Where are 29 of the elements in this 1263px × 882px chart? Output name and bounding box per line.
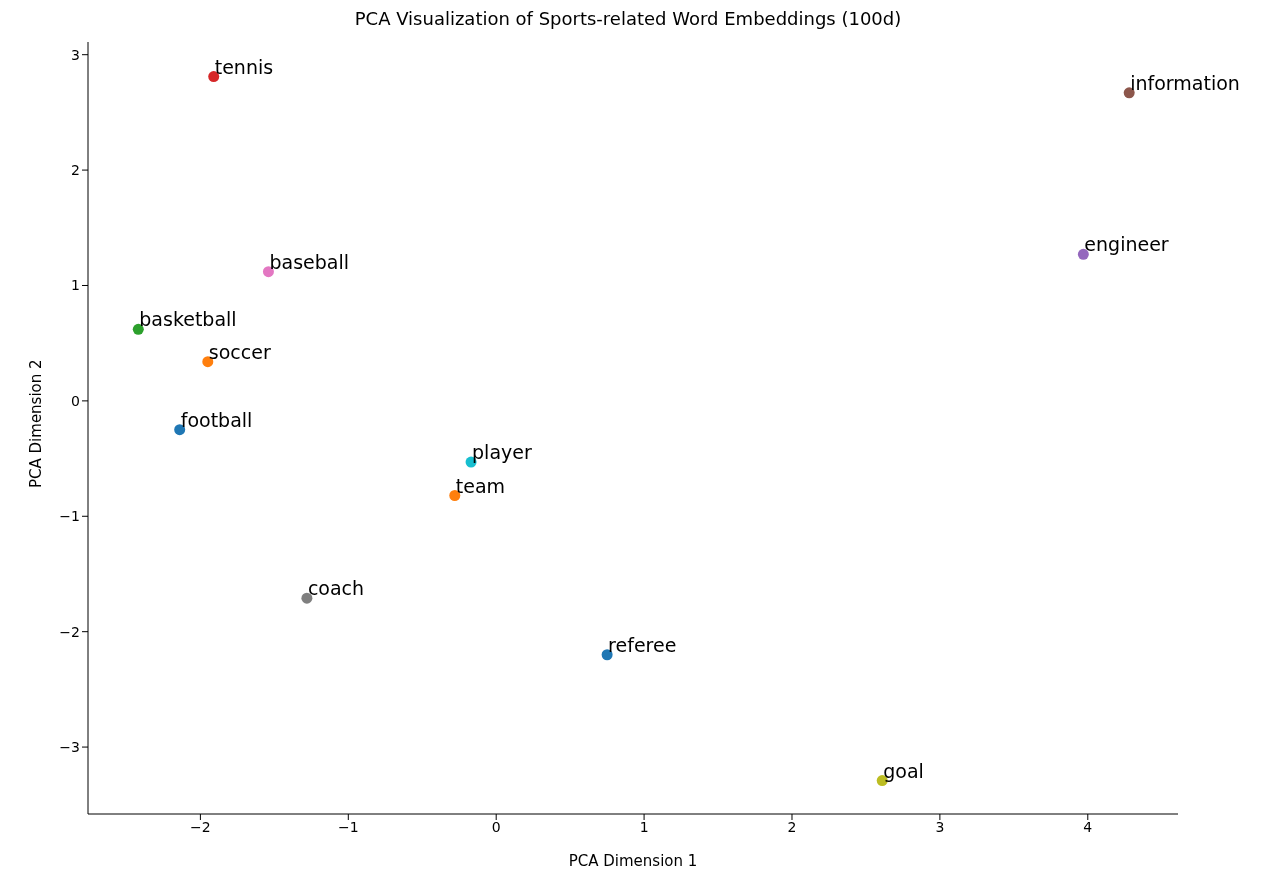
y-tick-label: 1 <box>71 277 80 294</box>
x-tick-label: 3 <box>935 818 945 835</box>
x-tick-label: 0 <box>491 818 501 835</box>
y-axis-title: PCA Dimension 2 <box>27 359 46 488</box>
series-label: tennis <box>214 55 274 78</box>
x-tick-label: 2 <box>787 818 797 835</box>
series-label: referee <box>608 633 677 656</box>
series-label: football <box>180 408 253 431</box>
y-tick-label: 0 <box>71 392 80 409</box>
x-tick-label: −1 <box>337 818 359 835</box>
y-tick-label: −2 <box>59 623 80 640</box>
series-label: team <box>455 474 506 497</box>
x-tick-label: −2 <box>190 818 211 835</box>
series-label: baseball <box>269 250 349 273</box>
chart-title: PCA Visualization of Sports-related Word Embeddings (100d) <box>353 8 903 31</box>
series-label: engineer <box>1084 233 1169 256</box>
y-tick-label: −3 <box>59 739 80 756</box>
series-label: player <box>472 441 532 464</box>
series-label: information <box>1130 71 1240 94</box>
series-label: basketball <box>139 308 237 331</box>
series-label: coach <box>307 577 365 600</box>
series-label: soccer <box>208 340 271 363</box>
y-tick-label: 2 <box>71 162 80 179</box>
x-axis-title: PCA Dimension 1 <box>568 852 698 870</box>
x-tick-label: 4 <box>1083 818 1093 835</box>
series-label: goal <box>883 759 924 782</box>
y-tick-label: 3 <box>71 46 80 63</box>
x-tick-label: 1 <box>639 818 649 835</box>
y-tick-label: −1 <box>59 508 80 525</box>
